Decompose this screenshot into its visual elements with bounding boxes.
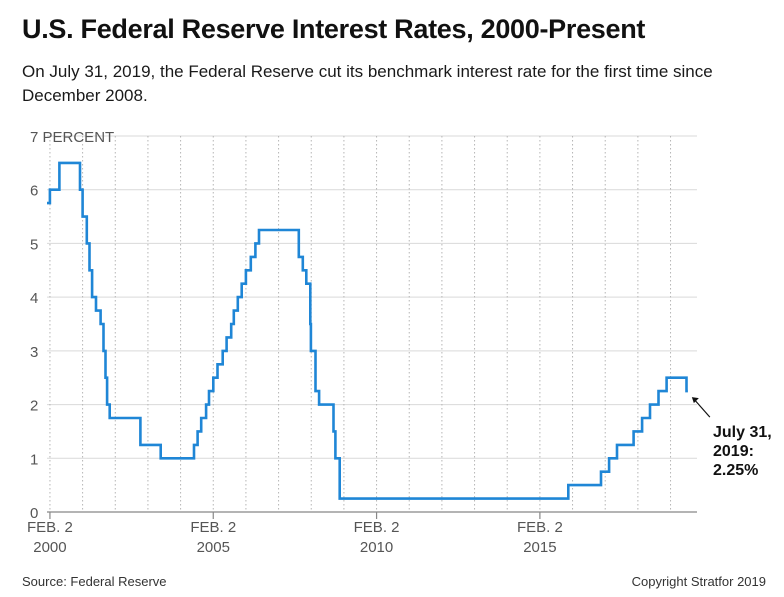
rate-series-line [47,161,688,500]
x-tick-year-label: 2005 [197,539,230,556]
x-tick-label: FEB. 2 [27,519,73,536]
y-tick-label: 5 [30,236,38,253]
y-tick-label: 3 [30,344,38,361]
y-tick-label: 0 [30,505,38,522]
y-tick-label: 6 [30,183,38,200]
annotation-arrow [694,399,711,418]
annotation: July 31, 2019: 2.25% [691,397,772,479]
x-tick-labels: FEB. 2 2000 FEB. 2 2005 FEB. 2 2010 FEB. 2 2015 [27,519,563,556]
chart-subtitle: On July 31, 2019, the Federal Reserve cu… [22,62,713,105]
annotation-text: July 31, [713,424,772,441]
y-tick-label: 4 [30,290,38,307]
annotation-text: 2019: [713,443,754,460]
copyright-note: Copyright Stratfor 2019 [631,574,766,589]
x-tick-label: FEB. 2 [517,519,563,536]
chart-title: U.S. Federal Reserve Interest Rates, 200… [22,14,646,44]
y-tick-label: 1 [30,451,38,468]
x-tick-year-label: 2015 [523,539,556,556]
axis-lines [47,511,697,519]
x-tick-year-label: 2010 [360,539,393,556]
y-tick-label: 7 PERCENT [30,129,114,146]
grid-lines [47,135,697,512]
y-tick-label: 2 [30,398,38,415]
x-tick-year-label: 2000 [33,539,66,556]
y-tick-labels: 0 1 2 3 4 5 6 7 PERCENT [30,129,114,522]
annotation-text: 2.25% [713,462,758,479]
x-tick-label: FEB. 2 [354,519,400,536]
annotation-arrowhead [691,397,699,404]
source-note: Source: Federal Reserve [22,574,167,589]
x-tick-label: FEB. 2 [190,519,236,536]
